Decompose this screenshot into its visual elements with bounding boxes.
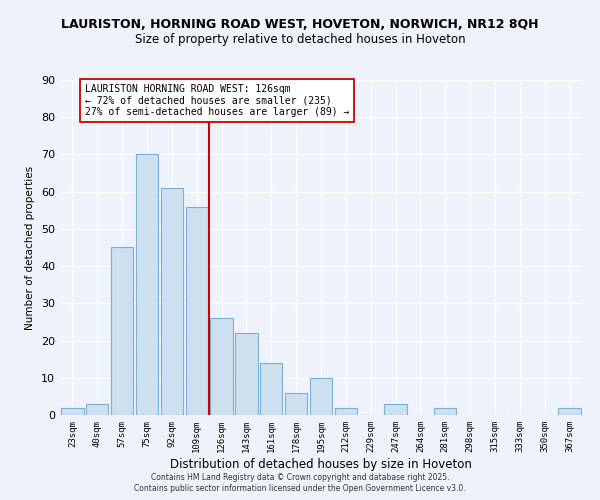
Bar [61, 408, 83, 415]
Text: Size of property relative to detached houses in Hoveton: Size of property relative to detached ho… [134, 32, 466, 46]
Bar [111, 248, 133, 415]
Bar [211, 318, 233, 415]
Bar [86, 404, 109, 415]
Bar [136, 154, 158, 415]
Text: Contains HM Land Registry data © Crown copyright and database right 2025.: Contains HM Land Registry data © Crown c… [151, 472, 449, 482]
Text: LAURISTON, HORNING ROAD WEST, HOVETON, NORWICH, NR12 8QH: LAURISTON, HORNING ROAD WEST, HOVETON, N… [61, 18, 539, 30]
Bar [185, 206, 208, 415]
Bar [434, 408, 457, 415]
Bar [285, 392, 307, 415]
Bar [385, 404, 407, 415]
Bar [335, 408, 357, 415]
Text: LAURISTON HORNING ROAD WEST: 126sqm
← 72% of detached houses are smaller (235)
2: LAURISTON HORNING ROAD WEST: 126sqm ← 72… [85, 84, 349, 117]
Bar [161, 188, 183, 415]
Bar [559, 408, 581, 415]
X-axis label: Distribution of detached houses by size in Hoveton: Distribution of detached houses by size … [170, 458, 472, 470]
Bar [310, 378, 332, 415]
Y-axis label: Number of detached properties: Number of detached properties [25, 166, 35, 330]
Text: Contains public sector information licensed under the Open Government Licence v3: Contains public sector information licen… [134, 484, 466, 493]
Bar [235, 333, 257, 415]
Bar [260, 363, 283, 415]
